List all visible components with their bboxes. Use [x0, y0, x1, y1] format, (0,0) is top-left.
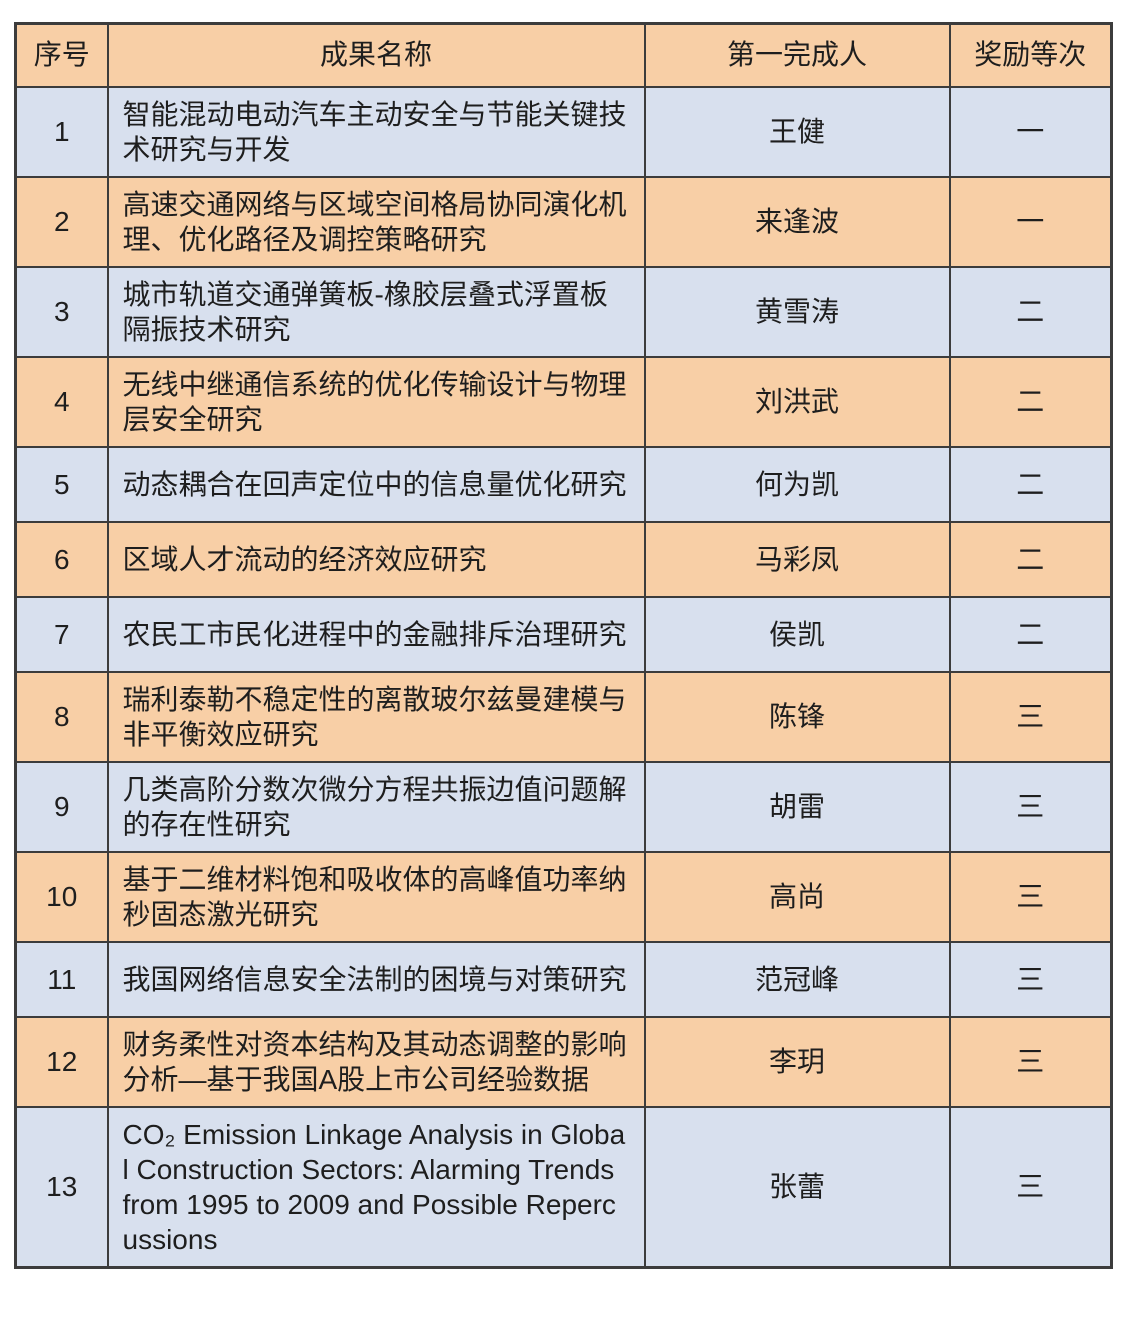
table-row: 10 基于二维材料饱和吸收体的高峰值功率纳秒固态激光研究 高尚 三	[14, 850, 1113, 943]
table-body: 1 智能混动电动汽车主动安全与节能关键技术研究与开发 王健 一 2 高速交通网络…	[14, 85, 1113, 1268]
cell-title: 我国网络信息安全法制的困境与对策研究	[106, 940, 646, 1018]
table-row: 1 智能混动电动汽车主动安全与节能关键技术研究与开发 王健 一	[14, 85, 1113, 178]
cell-index: 3	[14, 265, 109, 358]
cell-index: 12	[14, 1015, 109, 1108]
header-index: 序号	[14, 22, 109, 88]
cell-title: 瑞利泰勒不稳定性的离散玻尔兹曼建模与非平衡效应研究	[106, 670, 646, 763]
cell-index: 10	[14, 850, 109, 943]
header-row: 序号 成果名称 第一完成人 奖励等次	[14, 22, 1113, 88]
cell-index: 5	[14, 445, 109, 523]
cell-award: 一	[948, 85, 1113, 178]
table-row: 6 区域人才流动的经济效应研究 马彩凤 二	[14, 520, 1113, 598]
cell-title: 基于二维材料饱和吸收体的高峰值功率纳秒固态激光研究	[106, 850, 646, 943]
cell-first-author: 侯凯	[643, 595, 951, 673]
cell-index: 1	[14, 85, 109, 178]
cell-award: 一	[948, 175, 1113, 268]
cell-first-author: 高尚	[643, 850, 951, 943]
cell-first-author: 黄雪涛	[643, 265, 951, 358]
cell-award: 二	[948, 445, 1113, 523]
header-first-author: 第一完成人	[643, 22, 951, 88]
cell-index: 2	[14, 175, 109, 268]
table-row: 7 农民工市民化进程中的金融排斥治理研究 侯凯 二	[14, 595, 1113, 673]
cell-award: 二	[948, 520, 1113, 598]
cell-index: 4	[14, 355, 109, 448]
table-row: 9 几类高阶分数次微分方程共振边值问题解的存在性研究 胡雷 三	[14, 760, 1113, 853]
cell-award: 三	[948, 1105, 1113, 1268]
table-row: 2 高速交通网络与区域空间格局协同演化机理、优化路径及调控策略研究 来逢波 一	[14, 175, 1113, 268]
cell-award: 二	[948, 355, 1113, 448]
cell-first-author: 陈锋	[643, 670, 951, 763]
cell-title: 财务柔性对资本结构及其动态调整的影响分析—基于我国A股上市公司经验数据	[106, 1015, 646, 1108]
cell-first-author: 范冠峰	[643, 940, 951, 1018]
cell-award: 二	[948, 595, 1113, 673]
cell-title: 动态耦合在回声定位中的信息量优化研究	[106, 445, 646, 523]
table-row: 5 动态耦合在回声定位中的信息量优化研究 何为凯 二	[14, 445, 1113, 523]
table-row: 3 城市轨道交通弹簧板-橡胶层叠式浮置板隔振技术研究 黄雪涛 二	[14, 265, 1113, 358]
cell-award: 三	[948, 940, 1113, 1018]
cell-index: 13	[14, 1105, 109, 1268]
cell-first-author: 王健	[643, 85, 951, 178]
table-row: 8 瑞利泰勒不稳定性的离散玻尔兹曼建模与非平衡效应研究 陈锋 三	[14, 670, 1113, 763]
cell-first-author: 何为凯	[643, 445, 951, 523]
header-award: 奖励等次	[948, 22, 1113, 88]
cell-title: 城市轨道交通弹簧板-橡胶层叠式浮置板隔振技术研究	[106, 265, 646, 358]
cell-award: 二	[948, 265, 1113, 358]
table-row: 11 我国网络信息安全法制的困境与对策研究 范冠峰 三	[14, 940, 1113, 1018]
cell-index: 6	[14, 520, 109, 598]
cell-first-author: 来逢波	[643, 175, 951, 268]
cell-index: 8	[14, 670, 109, 763]
cell-title: CO₂ Emission Linkage Analysis in Global …	[106, 1105, 646, 1268]
cell-award: 三	[948, 850, 1113, 943]
cell-title: 农民工市民化进程中的金融排斥治理研究	[106, 595, 646, 673]
cell-award: 三	[948, 1015, 1113, 1108]
cell-first-author: 胡雷	[643, 760, 951, 853]
cell-title: 高速交通网络与区域空间格局协同演化机理、优化路径及调控策略研究	[106, 175, 646, 268]
table-row: 4 无线中继通信系统的优化传输设计与物理层安全研究 刘洪武 二	[14, 355, 1113, 448]
cell-title: 区域人才流动的经济效应研究	[106, 520, 646, 598]
cell-first-author: 马彩凤	[643, 520, 951, 598]
table-row: 13 CO₂ Emission Linkage Analysis in Glob…	[14, 1105, 1113, 1268]
cell-title: 无线中继通信系统的优化传输设计与物理层安全研究	[106, 355, 646, 448]
table-row: 12 财务柔性对资本结构及其动态调整的影响分析—基于我国A股上市公司经验数据 李…	[14, 1015, 1113, 1108]
cell-first-author: 张蕾	[643, 1105, 951, 1268]
cell-title: 智能混动电动汽车主动安全与节能关键技术研究与开发	[106, 85, 646, 178]
cell-index: 9	[14, 760, 109, 853]
cell-first-author: 刘洪武	[643, 355, 951, 448]
cell-first-author: 李玥	[643, 1015, 951, 1108]
cell-index: 11	[14, 940, 109, 1018]
cell-title: 几类高阶分数次微分方程共振边值问题解的存在性研究	[106, 760, 646, 853]
cell-award: 三	[948, 760, 1113, 853]
cell-award: 三	[948, 670, 1113, 763]
header-title: 成果名称	[106, 22, 646, 88]
cell-index: 7	[14, 595, 109, 673]
awards-table: 序号 成果名称 第一完成人 奖励等次 1 智能混动电动汽车主动安全与节能关键技术…	[14, 22, 1113, 1269]
